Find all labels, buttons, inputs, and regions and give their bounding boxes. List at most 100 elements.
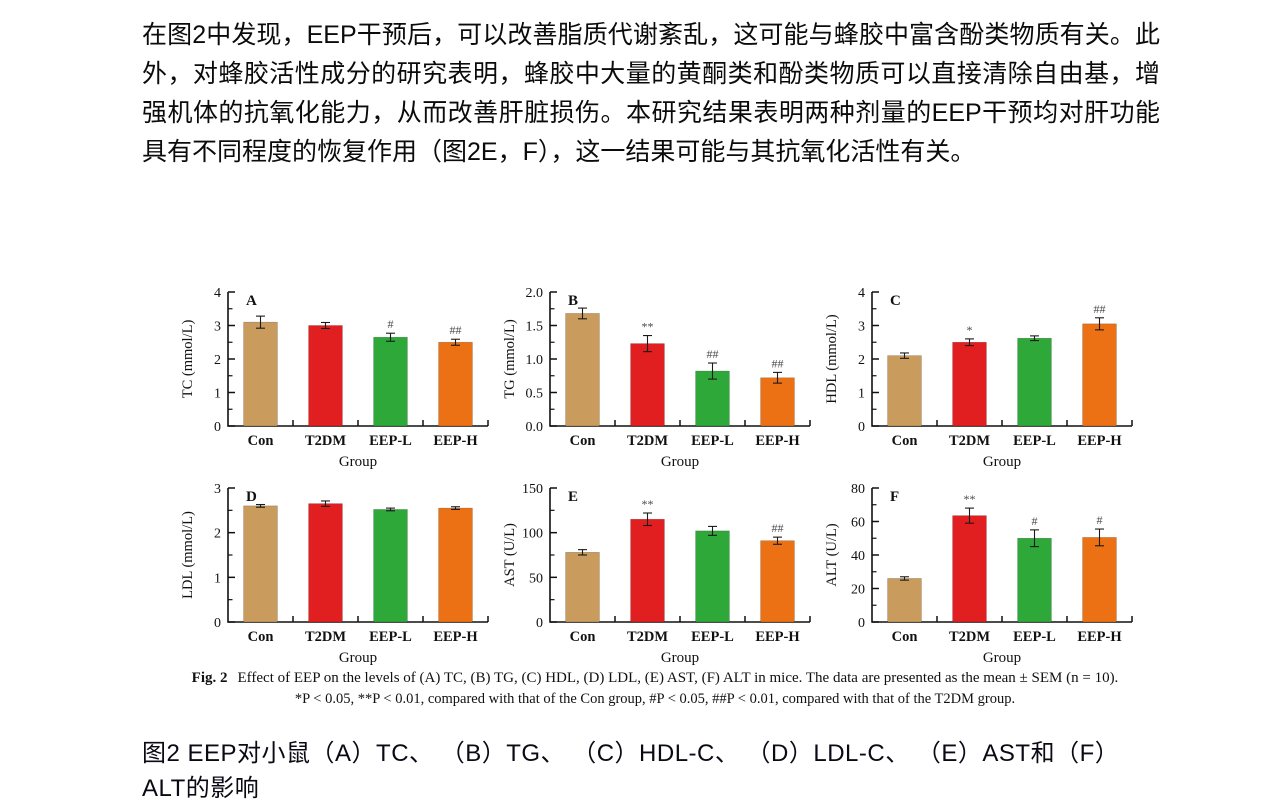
bar-Con — [243, 505, 278, 623]
chart-D-svg: 0 1 2 3 Con T2DM EEP-L EEP-H D Group LDL (mmol/L) — [180, 482, 489, 666]
bar-EEP-H — [1082, 323, 1117, 427]
bar-EEP-L — [1017, 337, 1052, 427]
significance-marker: # — [1032, 514, 1038, 528]
x-category-label: EEP-L — [1013, 629, 1056, 645]
y-tick-label: 0.5 — [526, 387, 544, 402]
x-category-label: T2DM — [305, 629, 346, 645]
bar-EEP-H — [438, 507, 473, 623]
bar-EEP-L — [695, 370, 730, 427]
significance-marker: # — [388, 317, 394, 331]
chart-A-svg: 0 1 2 3 4 Con T2DM # EEP-L ## EEP-H A Group TC (mmol/… — [180, 286, 489, 470]
bar-EEP-L — [1017, 537, 1052, 623]
bar-EEP-H — [1082, 537, 1117, 623]
x-category-label: Con — [570, 433, 596, 449]
y-tick-label: 60 — [851, 516, 865, 531]
bar-Con — [887, 578, 922, 623]
significance-marker: ## — [707, 347, 719, 361]
y-tick-label: 2.0 — [526, 286, 544, 301]
chart-panel-A: 0 1 2 3 4 Con T2DM # EEP-L ## EEP-H A Group TC (mmol/… — [178, 278, 500, 474]
significance-marker: ## — [450, 323, 462, 337]
panel-letter: E — [568, 489, 578, 505]
x-category-label: EEP-L — [1013, 433, 1056, 449]
y-tick-label: 2 — [214, 353, 221, 368]
y-tick-label: 4 — [858, 286, 865, 301]
y-tick-label: 3 — [858, 320, 865, 335]
x-category-label: EEP-L — [369, 433, 412, 449]
x-category-label: T2DM — [949, 629, 990, 645]
significance-marker: # — [1097, 513, 1103, 527]
y-tick-label: 2 — [858, 353, 865, 368]
panel-letter: F — [890, 489, 899, 505]
y-tick-label: 150 — [522, 482, 543, 497]
y-tick-label: 20 — [851, 583, 865, 598]
panel-letter: C — [890, 293, 901, 309]
significance-marker: ## — [772, 521, 784, 535]
x-axis-title: Group — [983, 454, 1021, 470]
panel-letter: B — [568, 293, 578, 309]
chart-B-svg: 0.0 0.5 1.0 1.5 2.0 Con ** T2DM ## EEP-L ## EEP-H B G… — [502, 286, 811, 470]
figure-caption-en: Fig. 2 Effect of EEP on the levels of (A)… — [150, 668, 1160, 709]
y-tick-label: 0 — [214, 616, 221, 631]
y-tick-label: 3 — [214, 320, 221, 335]
y-tick-label: 100 — [522, 527, 543, 542]
significance-marker: * — [967, 323, 973, 337]
x-axis-title: Group — [661, 454, 699, 470]
y-axis-title: TC (mmol/L) — [180, 320, 196, 399]
x-category-label: EEP-H — [1077, 433, 1122, 449]
y-tick-label: 1.0 — [526, 353, 544, 368]
panel-letter: D — [246, 489, 257, 505]
y-tick-label: 0 — [214, 420, 221, 435]
bar-Con — [243, 321, 278, 427]
y-tick-label: 1 — [858, 387, 865, 402]
x-category-label: EEP-H — [1077, 629, 1122, 645]
chart-panel-F: 0 20 40 60 80 Con ** T2DM # EEP-L # EEP-H F Group ALT … — [822, 474, 1144, 670]
x-category-label: EEP-H — [433, 433, 478, 449]
y-axis-title: LDL (mmol/L) — [180, 511, 196, 599]
x-axis-title: Group — [983, 650, 1021, 666]
bar-EEP-H — [760, 377, 795, 427]
x-category-label: T2DM — [627, 629, 668, 645]
bar-EEP-L — [373, 336, 408, 427]
x-category-label: EEP-L — [691, 433, 734, 449]
x-category-label: Con — [892, 629, 918, 645]
y-tick-label: 3 — [214, 482, 221, 497]
x-category-label: EEP-H — [755, 629, 800, 645]
figure-caption-line1: Fig. 2 Effect of EEP on the levels of (A)… — [150, 668, 1160, 689]
y-tick-label: 80 — [851, 482, 865, 497]
y-tick-label: 2 — [214, 527, 221, 542]
figure-caption-line2: *P < 0.05, **P < 0.01, compared with tha… — [294, 691, 1016, 707]
chart-panel-B: 0.0 0.5 1.0 1.5 2.0 Con ** T2DM ## EEP-L ## EEP-H B G… — [500, 278, 822, 474]
x-axis-title: Group — [339, 650, 377, 666]
y-tick-label: 4 — [214, 286, 221, 301]
bar-Con — [565, 552, 600, 623]
chart-panel-D: 0 1 2 3 Con T2DM EEP-L EEP-H D Group LDL (mmol/L) — [178, 474, 500, 670]
x-category-label: Con — [248, 629, 274, 645]
x-category-label: Con — [570, 629, 596, 645]
x-category-label: Con — [248, 433, 274, 449]
bar-T2DM — [630, 518, 665, 623]
y-tick-label: 0 — [858, 616, 865, 631]
bar-T2DM — [308, 325, 343, 427]
y-axis-title: HDL (mmol/L) — [824, 314, 840, 403]
x-category-label: T2DM — [949, 433, 990, 449]
chart-F-svg: 0 20 40 60 80 Con ** T2DM # EEP-L # EEP-H F Group ALT … — [824, 482, 1133, 666]
y-tick-label: 1 — [214, 387, 221, 402]
y-tick-label: 40 — [851, 549, 865, 564]
bar-EEP-L — [373, 509, 408, 623]
bar-EEP-H — [438, 341, 473, 427]
x-category-label: T2DM — [627, 433, 668, 449]
chart-E-svg: 0 50 100 150 Con ** T2DM EEP-L ## EEP-H E Group AST … — [502, 482, 811, 666]
bar-T2DM — [308, 503, 343, 623]
y-axis-title: TG (mmol/L) — [502, 319, 518, 399]
y-axis-title: ALT (U/L) — [824, 523, 840, 586]
bar-T2DM — [952, 341, 987, 427]
figure-2-charts: 0 1 2 3 4 Con T2DM # EEP-L ## EEP-H A Group TC (mmol/… — [178, 278, 1144, 670]
chart-C-svg: 0 1 2 3 4 Con * T2DM EEP-L ## EEP-H C Group HDL (mmol… — [824, 286, 1133, 470]
y-tick-label: 0.0 — [526, 420, 544, 435]
body-paragraph: 在图2中发现，EEP干预后，可以改善脂质代谢紊乱，这可能与蜂胶中富含酚类物质有关… — [142, 21, 1160, 166]
x-axis-title: Group — [339, 454, 377, 470]
chart-panel-E: 0 50 100 150 Con ** T2DM EEP-L ## EEP-H E Group AST … — [500, 474, 822, 670]
x-category-label: EEP-L — [369, 629, 412, 645]
figure-caption-text: Effect of EEP on the levels of (A) TC, (… — [237, 670, 1119, 686]
x-category-label: Con — [892, 433, 918, 449]
